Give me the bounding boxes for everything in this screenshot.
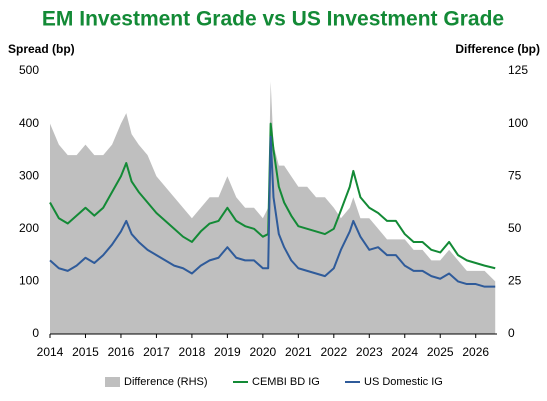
x-tick-label: 2020 [250,345,277,359]
x-tick-label: 2017 [143,345,170,359]
y-tick-label: 200 [19,221,39,235]
y2-tick-label: 125 [508,63,528,77]
area-series [50,81,496,335]
y-tick-label: 400 [19,116,39,130]
x-tick-label: 2025 [427,345,454,359]
y2-axis-title: Difference (bp) [455,42,540,56]
y2-tick-label: 0 [508,326,515,340]
legend-label: Difference (RHS) [124,376,208,388]
x-tick-label: 2016 [108,345,135,359]
y-axis-title: Spread (bp) [8,42,75,56]
y-tick-label: 500 [19,63,39,77]
legend-swatch [105,377,120,387]
x-tick-label: 2026 [462,345,489,359]
x-tick-label: 2022 [320,345,347,359]
y2-tick-label: 50 [508,221,522,235]
legend-label: CEMBI BD IG [252,376,320,388]
y-tick-label: 300 [19,168,39,182]
x-tick-label: 2019 [214,345,241,359]
x-tick-label: 2014 [37,345,64,359]
x-tick-label: 2024 [391,345,418,359]
x-tick-label: 2023 [356,345,383,359]
chart-title: EM Investment Grade vs US Investment Gra… [42,8,504,31]
x-tick-label: 2018 [179,345,206,359]
y2-tick-label: 100 [508,116,528,130]
y2-tick-label: 25 [508,274,522,288]
y2-tick-label: 75 [508,168,522,182]
y-tick-label: 0 [32,326,39,340]
y-tick-label: 100 [19,274,39,288]
x-tick-label: 2021 [285,345,312,359]
x-tick-label: 2015 [72,345,99,359]
line-series [49,122,496,270]
legend-label: US Domestic IG [364,376,443,388]
line-series [49,135,496,288]
